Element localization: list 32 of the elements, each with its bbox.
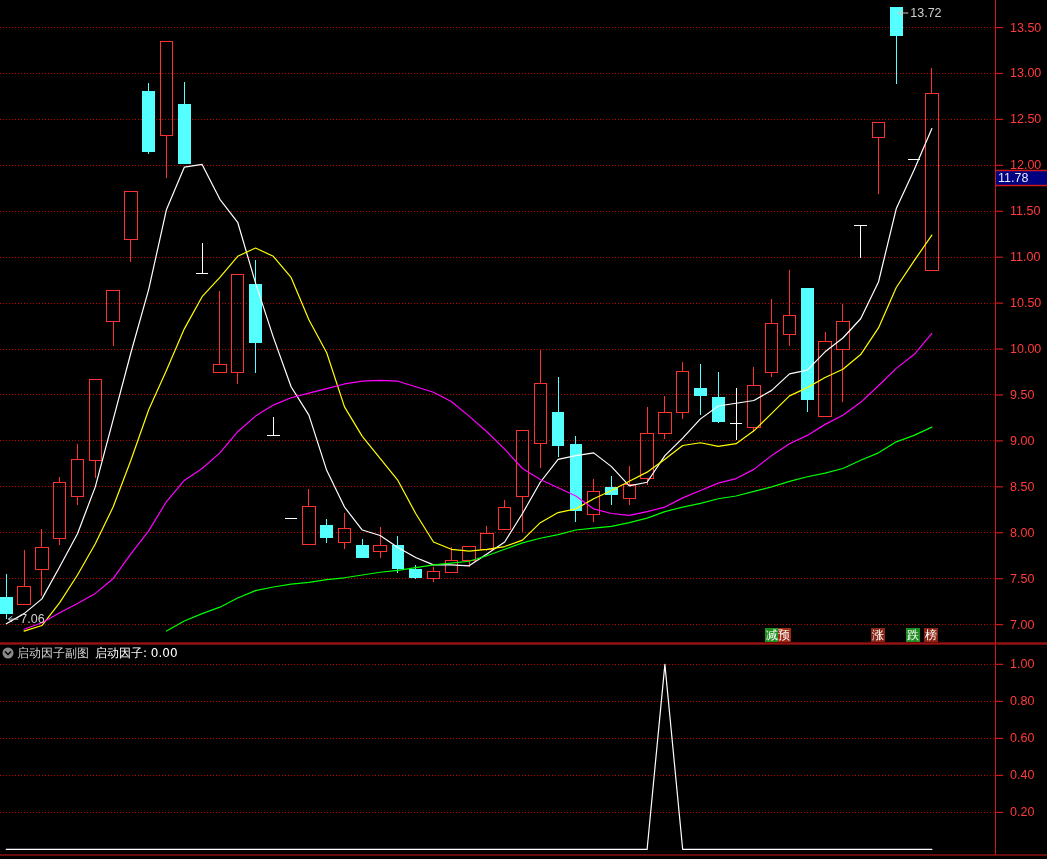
y-tick-label: 11.00 bbox=[1010, 250, 1041, 265]
line-series bbox=[5, 128, 933, 625]
ref-line-label: 11.78 bbox=[998, 171, 1029, 186]
y-tick-label: 8.50 bbox=[1010, 479, 1035, 494]
y-tick-label: 13.50 bbox=[1010, 20, 1042, 35]
y-tick-label: 13.00 bbox=[1010, 66, 1042, 81]
y-tick-label: 8.00 bbox=[1010, 525, 1035, 540]
y-tick-label: 12.50 bbox=[1010, 112, 1042, 127]
line-series bbox=[23, 332, 933, 630]
y-tick-label: 10.00 bbox=[1010, 342, 1042, 357]
annotation: 13.72 bbox=[910, 6, 942, 20]
tag: 榜 bbox=[924, 628, 938, 642]
chart-subtitle: 启动因子: 0.00 bbox=[95, 646, 178, 660]
y-tick-label: 7.50 bbox=[1010, 571, 1035, 586]
y-tick-label: 9.00 bbox=[1010, 433, 1035, 448]
price-tag: 11.78 bbox=[995, 169, 1047, 187]
tag: 涨 bbox=[871, 628, 885, 642]
extreme-label: 7.06 bbox=[7, 612, 45, 627]
y-tick-label: 11.50 bbox=[1010, 204, 1041, 219]
chart-title: 启动因子副图 bbox=[17, 646, 89, 660]
annotation: 7.06 bbox=[20, 612, 45, 627]
extreme-label: 13.72 bbox=[897, 6, 942, 20]
y-tick-label: 0.20 bbox=[1010, 805, 1035, 820]
y-tick-label: 10.50 bbox=[1010, 296, 1042, 311]
y-tick-label: 0.60 bbox=[1010, 731, 1035, 746]
tag: 跌 bbox=[906, 628, 920, 642]
y-tick-label: 0.80 bbox=[1010, 694, 1035, 709]
y-tick-label: 7.00 bbox=[1010, 617, 1035, 632]
y-tick-label: 1.00 bbox=[1010, 657, 1035, 672]
y-tick-label: 0.40 bbox=[1010, 768, 1035, 783]
y-tick-label: 9.50 bbox=[1010, 387, 1035, 402]
panel-header: 启动因子副图 启动因子: 0.00 bbox=[2, 646, 178, 660]
